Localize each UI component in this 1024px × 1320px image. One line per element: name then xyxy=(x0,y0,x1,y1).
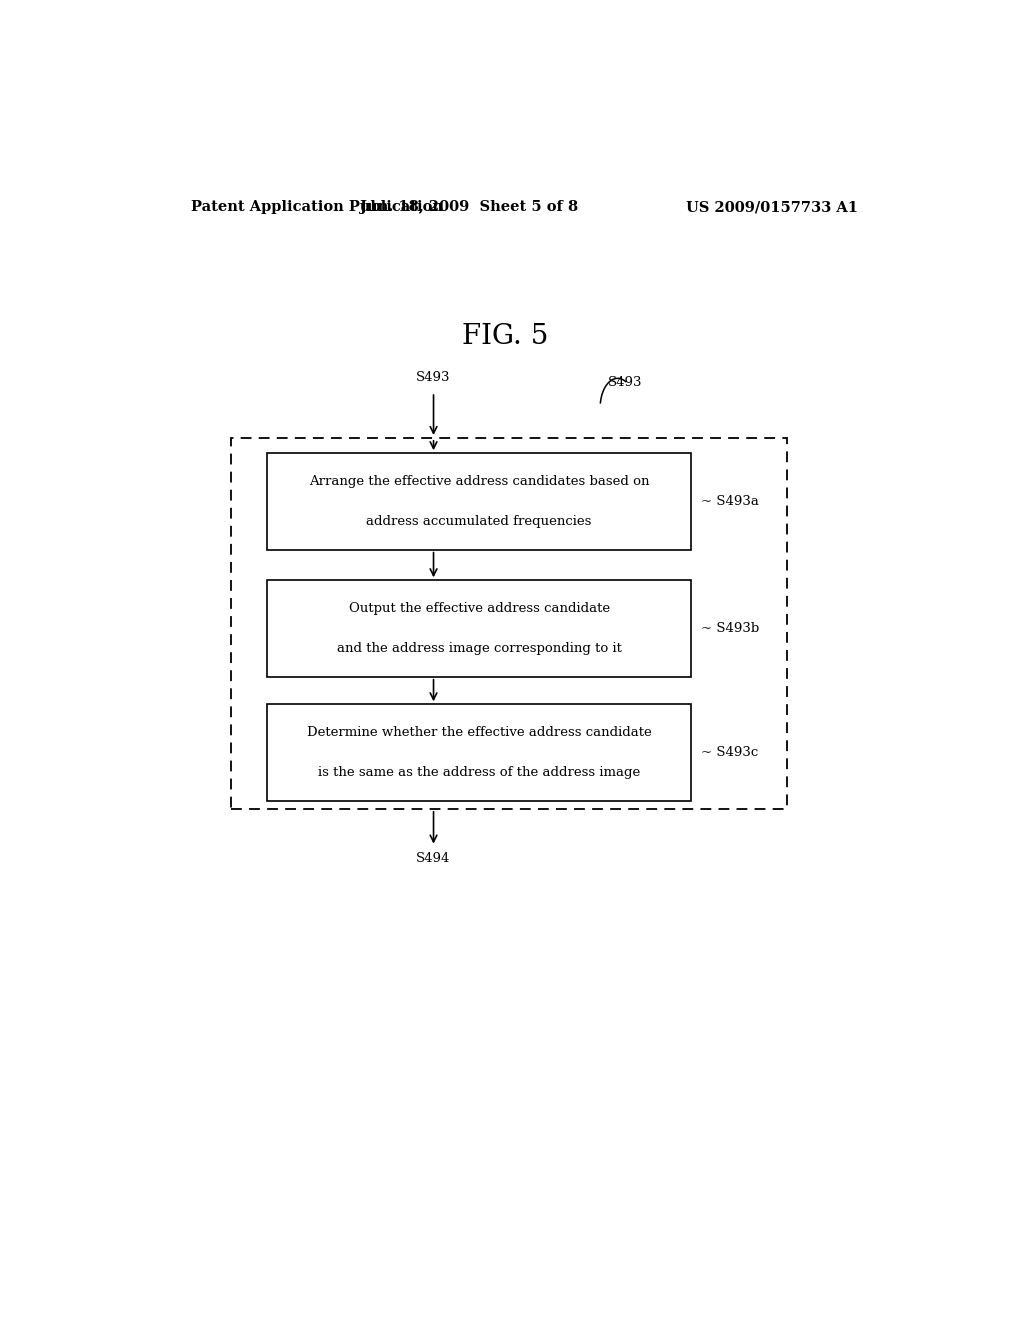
Bar xyxy=(231,438,786,809)
Text: and the address image corresponding to it: and the address image corresponding to i… xyxy=(337,643,622,655)
Text: Determine whether the effective address candidate: Determine whether the effective address … xyxy=(307,726,651,739)
Text: is the same as the address of the address image: is the same as the address of the addres… xyxy=(318,767,640,779)
Bar xyxy=(267,704,691,801)
Text: S494: S494 xyxy=(417,851,451,865)
Text: ~ S493c: ~ S493c xyxy=(701,746,758,759)
Text: ~ S493b: ~ S493b xyxy=(701,622,759,635)
Text: FIG. 5: FIG. 5 xyxy=(462,323,548,350)
Bar xyxy=(267,581,691,677)
Text: S493: S493 xyxy=(608,376,643,389)
Text: Output the effective address candidate: Output the effective address candidate xyxy=(348,602,609,615)
Text: address accumulated frequencies: address accumulated frequencies xyxy=(367,515,592,528)
Text: Jun. 18, 2009  Sheet 5 of 8: Jun. 18, 2009 Sheet 5 of 8 xyxy=(360,201,579,214)
Text: US 2009/0157733 A1: US 2009/0157733 A1 xyxy=(686,201,858,214)
Text: Patent Application Publication: Patent Application Publication xyxy=(191,201,443,214)
Bar xyxy=(267,453,691,549)
Text: S493: S493 xyxy=(417,371,451,384)
Text: ~ S493a: ~ S493a xyxy=(701,495,759,508)
Text: Arrange the effective address candidates based on: Arrange the effective address candidates… xyxy=(309,475,649,487)
